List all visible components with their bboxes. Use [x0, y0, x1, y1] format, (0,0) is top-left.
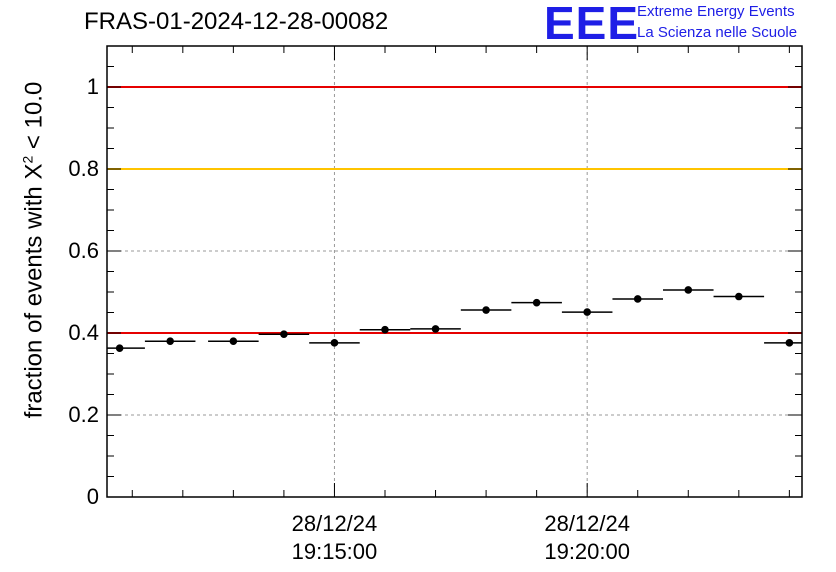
- data-points: [107, 286, 802, 352]
- eee-logo-icon: EEE: [544, 0, 640, 49]
- y-tick-label: 0: [86, 484, 99, 509]
- data-point: [460, 306, 512, 314]
- data-point: [208, 337, 259, 346]
- reference-lines: [107, 86, 802, 334]
- plot-frame: [106, 45, 803, 498]
- y-tick-label: 0.4: [68, 320, 99, 345]
- data-point: [561, 308, 613, 316]
- data-point-marker: [532, 298, 541, 307]
- data-point-marker: [684, 286, 693, 294]
- data-point: [713, 292, 765, 301]
- data-point: [144, 337, 196, 346]
- x-tick-time: 19:20:00: [544, 539, 630, 564]
- y-tick-label: 0.2: [68, 402, 99, 427]
- data-point-marker: [431, 325, 440, 333]
- y-tick-label: 0.6: [68, 238, 99, 263]
- data-point-marker: [735, 292, 743, 301]
- x-tick-label: 28/12/24 19:20:00: [544, 510, 630, 566]
- axis-ticks: [107, 45, 802, 498]
- data-point-marker: [381, 325, 389, 334]
- data-point-marker: [280, 330, 288, 339]
- y-tick-label: 1: [86, 74, 99, 99]
- logo-line-2: La Scienza nelle Scuole: [637, 24, 798, 41]
- x-tick-date: 28/12/24: [291, 511, 378, 536]
- data-point: [764, 339, 802, 347]
- data-point: [410, 325, 461, 333]
- data-point: [511, 298, 562, 307]
- chart-title: FRAS-01-2024-12-28-00082: [84, 8, 389, 35]
- data-point: [359, 325, 411, 334]
- data-point-marker: [583, 308, 591, 316]
- data-point-marker: [115, 344, 124, 352]
- x-tick-label: 28/12/24 19:15:00: [292, 510, 378, 566]
- x-tick-time: 19:15:00: [291, 539, 378, 564]
- data-point-marker: [166, 337, 174, 346]
- data-point-marker: [229, 337, 238, 346]
- data-point: [309, 339, 360, 347]
- y-tick-label: 0.8: [68, 156, 99, 181]
- logo-line-1: Extreme Energy Events: [637, 3, 795, 20]
- data-point: [258, 330, 310, 339]
- data-point-marker: [330, 339, 339, 347]
- grid-layer: [107, 46, 802, 497]
- data-point-marker: [633, 295, 642, 303]
- data-point-marker: [482, 306, 490, 314]
- data-point: [107, 344, 145, 352]
- data-point-marker: [785, 339, 794, 347]
- plot-border: [106, 45, 803, 498]
- x-tick-date: 28/12/24: [544, 511, 630, 536]
- data-point: [663, 286, 714, 294]
- data-point: [612, 295, 663, 303]
